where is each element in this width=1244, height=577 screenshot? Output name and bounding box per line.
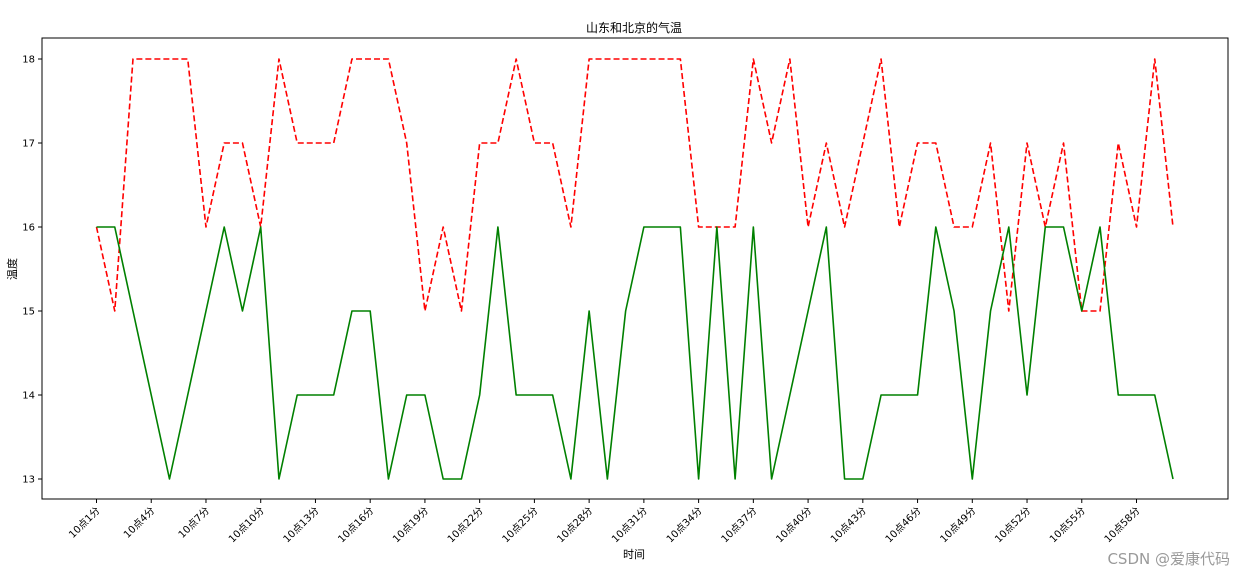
x-tick-label: 10点1分 — [66, 505, 102, 541]
x-tick-label: 10点58分 — [1102, 505, 1143, 546]
x-tick-label: 10点7分 — [176, 505, 212, 541]
x-tick-label: 10点28分 — [555, 505, 596, 546]
x-tick-label: 10点52分 — [993, 505, 1034, 546]
x-tick-label: 10点55分 — [1047, 505, 1088, 546]
x-axis-label: 时间 — [623, 548, 645, 561]
series-line-2 — [96, 226, 1174, 480]
y-axis-ticks: 13 14 15 16 17 18 — [22, 55, 42, 486]
x-tick-label: 10点43分 — [828, 505, 869, 546]
x-tick-label: 10点4分 — [121, 505, 157, 541]
y-tick-label: 18 — [22, 55, 35, 66]
y-tick-label: 14 — [22, 391, 35, 402]
y-axis-label: 温度 — [5, 258, 19, 280]
x-tick-label: 10点37分 — [719, 505, 760, 546]
y-tick-label: 13 — [22, 475, 35, 486]
x-tick-label: 10点19分 — [390, 505, 431, 546]
series-line-1 — [95, 58, 1174, 312]
x-tick-label: 10点13分 — [281, 505, 322, 546]
x-tick-label: 10点10分 — [226, 505, 267, 546]
y-tick-label: 17 — [22, 139, 35, 150]
y-tick-label: 15 — [22, 307, 35, 318]
chart-title: 山东和北京的气温 — [586, 20, 682, 35]
x-tick-label: 10点40分 — [774, 505, 815, 546]
x-tick-label: 10点22分 — [445, 505, 486, 546]
x-tick-label: 10点46分 — [883, 505, 924, 546]
x-axis-ticks: 10点1分 10点4分 10点7分 10点10分 10点13分 10点16分 10点19分 1… — [66, 499, 1143, 546]
x-tick-label: 10点34分 — [664, 505, 705, 546]
x-tick-label: 10点16分 — [336, 505, 377, 546]
x-tick-label: 10点49分 — [938, 505, 979, 546]
y-tick-label: 16 — [22, 223, 35, 234]
plot-area-frame — [41, 37, 1229, 500]
csdn-watermark: CSDN @爱康代码 — [1107, 550, 1230, 568]
x-tick-label: 10点31分 — [609, 505, 650, 546]
series-lines — [95, 58, 1174, 480]
x-tick-label: 10点25分 — [500, 505, 541, 546]
